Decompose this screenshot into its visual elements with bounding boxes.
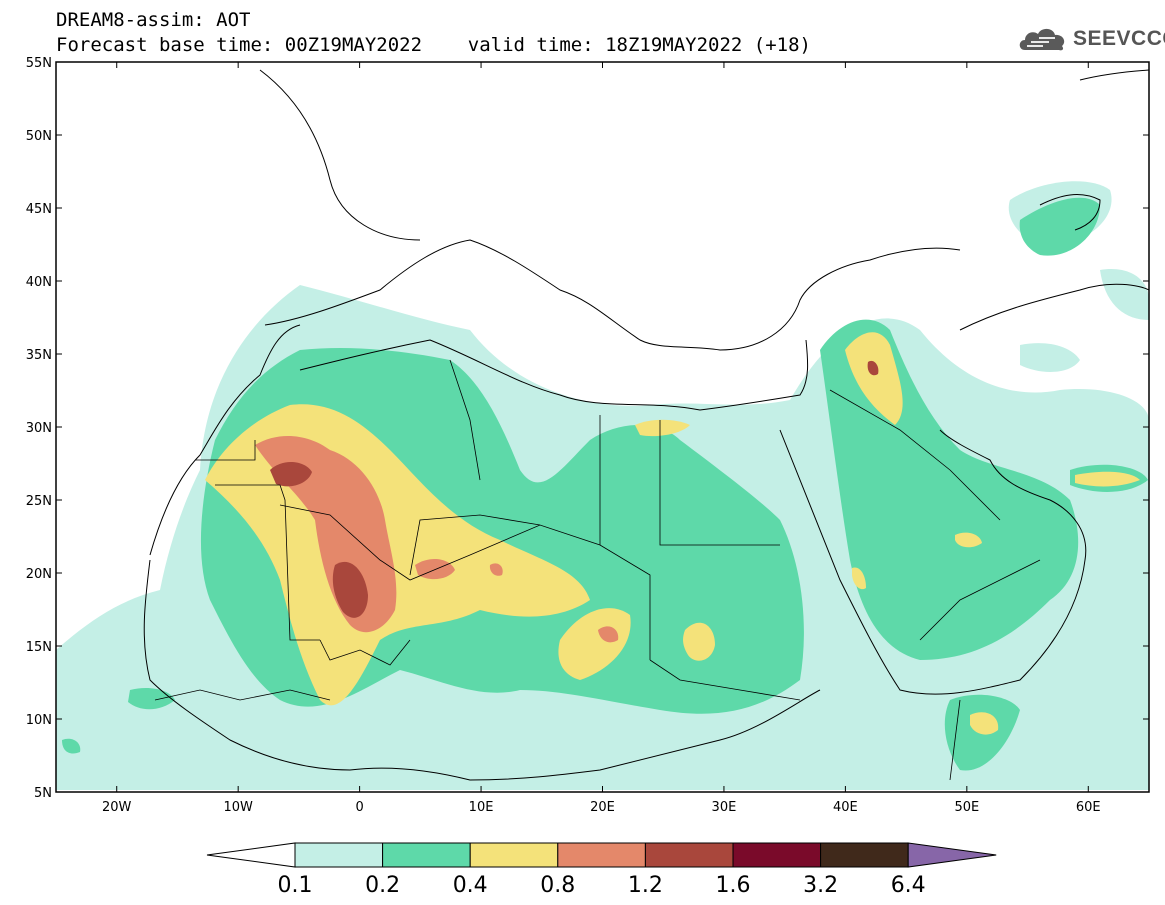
- colorbar-label: 6.4: [891, 873, 926, 898]
- colorbar-label: 0.4: [453, 873, 488, 898]
- colorbar-arrow-low: [206, 842, 296, 868]
- map-title: DREAM8-assim: AOT: [56, 9, 251, 31]
- lon-tick-label: 50E: [954, 800, 979, 815]
- colorbar-label: 3.2: [803, 873, 838, 898]
- country-borders: [154, 359, 1041, 781]
- colorbar-box: [294, 842, 384, 868]
- aot-field: [56, 181, 1149, 790]
- lat-tick-label: 50N: [26, 129, 52, 144]
- colorbar-box: [382, 842, 471, 868]
- colorbar-label: 0.1: [278, 873, 313, 898]
- longitude-axis: 20W 10W 0 10E 20E 30E 40E 50E 60E: [102, 62, 1101, 815]
- lat-tick-label: 5N: [34, 786, 52, 801]
- lon-tick-label: 0: [355, 800, 363, 815]
- coastlines: [143, 69, 1149, 781]
- colorbar-label: 0.8: [540, 873, 575, 898]
- lon-tick-label: 20E: [590, 800, 615, 815]
- lat-tick-label: 55N: [26, 56, 52, 71]
- colorbar-arrow-high: [907, 842, 997, 868]
- colorbar-label: 1.2: [628, 873, 663, 898]
- lat-tick-label: 30N: [26, 421, 52, 436]
- forecast-time-line: Forecast base time: 00Z19MAY2022 valid t…: [56, 34, 811, 56]
- colorbar-box: [820, 842, 909, 868]
- lon-tick-label: 60E: [1076, 800, 1101, 815]
- colorbar-box: [732, 842, 822, 868]
- lon-tick-label: 20W: [102, 800, 132, 815]
- lat-tick-label: 20N: [26, 567, 52, 582]
- aot-level-1.2: [270, 360, 879, 618]
- lat-tick-label: 15N: [26, 640, 52, 655]
- lat-tick-label: 25N: [26, 494, 52, 509]
- colorbar-box: [469, 842, 559, 868]
- logo-text: SEEVCCC: [1073, 27, 1165, 50]
- colorbar-label: 0.2: [365, 873, 400, 898]
- lon-tick-label: 30E: [712, 800, 737, 815]
- lat-tick-label: 10N: [26, 713, 52, 728]
- seevccc-logo: SEEVCCC: [1017, 22, 1165, 56]
- colorbar-label: 1.6: [716, 873, 751, 898]
- cloud-icon: [1019, 28, 1065, 51]
- lon-tick-label: 40E: [833, 800, 858, 815]
- lon-tick-label: 10E: [469, 800, 494, 815]
- lat-tick-label: 45N: [26, 202, 52, 217]
- lat-tick-label: 35N: [26, 348, 52, 363]
- lon-tick-label: 10W: [223, 800, 253, 815]
- colorbar-box: [644, 842, 734, 868]
- lat-tick-label: 40N: [26, 275, 52, 290]
- latitude-axis: 55N 50N 45N 40N 35N 30N 25N 20N 15N 10N 5N: [26, 56, 1149, 801]
- colorbar-box: [557, 842, 646, 868]
